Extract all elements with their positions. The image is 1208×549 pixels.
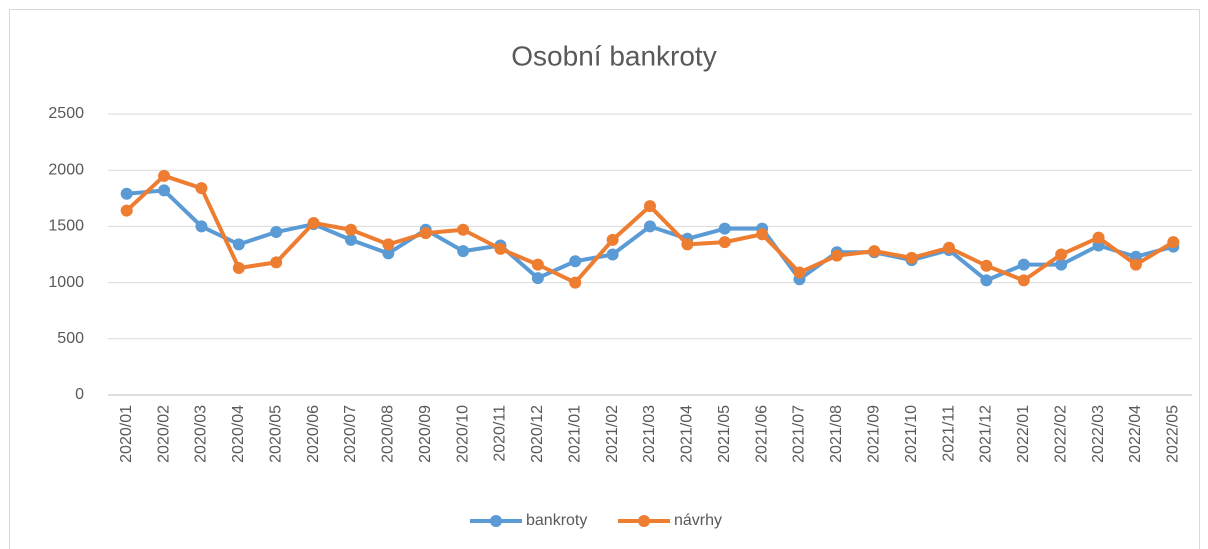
x-tick-label: 2021/02	[604, 405, 621, 463]
marker	[606, 248, 619, 261]
x-tick-label: 2020/01	[118, 405, 135, 463]
marker	[457, 223, 470, 236]
marker	[195, 220, 208, 233]
y-tick-label: 500	[57, 330, 84, 347]
x-tick-label: 2021/10	[903, 405, 920, 463]
x-tick-label: 2020/10	[454, 405, 471, 463]
marker	[606, 233, 619, 246]
x-tick-label: 2021/08	[828, 405, 845, 463]
marker	[569, 276, 582, 289]
chart-title: Osobní bankroty	[511, 40, 716, 71]
marker	[531, 258, 544, 271]
x-tick-label: 2021/01	[566, 405, 583, 463]
marker	[270, 256, 283, 269]
y-tick-label: 1500	[48, 218, 84, 235]
marker	[569, 255, 582, 268]
x-tick-label: 2022/03	[1090, 405, 1107, 463]
marker	[718, 236, 731, 249]
marker	[1167, 236, 1180, 249]
marker	[644, 220, 656, 233]
marker	[158, 184, 171, 197]
marker	[158, 169, 171, 182]
marker	[1055, 248, 1068, 261]
marker	[943, 241, 956, 254]
marker	[1055, 258, 1068, 271]
legend-marker	[490, 515, 502, 527]
y-tick-label: 1000	[48, 274, 84, 291]
marker	[120, 204, 133, 217]
legend-marker	[638, 515, 650, 527]
marker	[195, 182, 208, 195]
x-tick-label: 2021/11	[940, 405, 957, 462]
x-tick-label: 2022/04	[1127, 405, 1144, 463]
marker	[1017, 274, 1030, 287]
x-tick-label: 2021/06	[753, 405, 770, 463]
marker	[681, 238, 694, 251]
marker	[307, 217, 320, 230]
marker	[868, 245, 881, 258]
marker	[382, 238, 395, 251]
marker	[980, 274, 993, 287]
x-tick-label: 2021/07	[791, 405, 808, 463]
marker	[1092, 231, 1105, 244]
chart-border	[9, 9, 1200, 549]
y-tick-label: 0	[75, 386, 84, 403]
marker	[644, 200, 656, 213]
x-tick-label: 2020/03	[193, 405, 210, 463]
x-tick-label: 2020/04	[230, 405, 247, 463]
marker	[270, 226, 283, 239]
x-tick-label: 2021/09	[865, 405, 882, 463]
x-tick-label: 2022/05	[1165, 405, 1182, 463]
legend-label: návrhy	[674, 512, 722, 529]
x-tick-label: 2020/12	[529, 405, 546, 463]
marker	[980, 259, 993, 272]
x-tick-label: 2021/04	[679, 405, 696, 463]
marker	[830, 249, 843, 262]
x-tick-label: 2020/08	[380, 405, 397, 463]
x-tick-label: 2022/02	[1052, 405, 1069, 463]
marker	[793, 266, 806, 279]
x-tick-label: 2020/05	[267, 405, 284, 463]
marker	[1017, 258, 1030, 271]
x-tick-label: 2020/09	[417, 405, 434, 463]
marker	[1129, 258, 1142, 271]
marker	[382, 247, 395, 260]
x-tick-label: 2021/03	[641, 405, 658, 463]
x-tick-label: 2020/07	[342, 405, 359, 463]
marker	[419, 227, 432, 240]
x-tick-label: 2021/05	[716, 405, 733, 463]
x-tick-label: 2020/02	[155, 405, 172, 463]
marker	[905, 251, 918, 264]
marker	[120, 187, 133, 200]
x-tick-label: 2020/06	[305, 405, 322, 463]
marker	[232, 261, 245, 274]
marker	[457, 245, 470, 258]
x-tick-label: 2021/12	[978, 405, 995, 463]
y-tick-label: 2000	[48, 161, 84, 178]
marker	[494, 242, 507, 255]
x-tick-label: 2020/11	[492, 405, 509, 462]
marker	[718, 222, 731, 235]
x-tick-label: 2022/01	[1015, 405, 1032, 463]
marker	[344, 233, 357, 246]
y-tick-label: 2500	[48, 105, 84, 122]
marker	[756, 228, 769, 241]
legend-label: bankroty	[526, 512, 587, 529]
marker	[344, 223, 357, 236]
marker	[232, 238, 245, 251]
marker	[531, 272, 544, 285]
